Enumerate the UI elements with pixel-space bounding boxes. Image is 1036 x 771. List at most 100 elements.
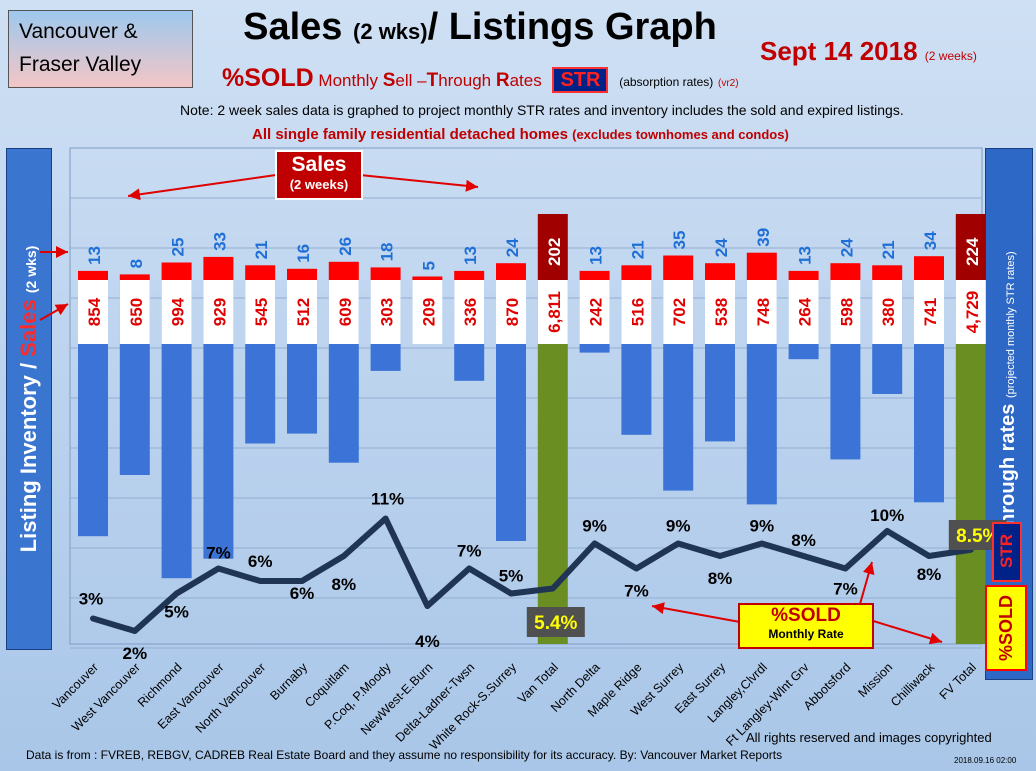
sales-callout-sub: (2 weeks): [289, 177, 349, 192]
region-line-2: Fraser Valley: [19, 53, 142, 76]
total-sold-label: 5.4%: [534, 613, 577, 634]
sold-badge-text: %SOLD: [996, 595, 1016, 662]
subtitle: %SOLD Monthly Sell –Through Rates STR (a…: [222, 64, 739, 93]
inventory-label-box: [203, 280, 234, 344]
sales-value-label: 5: [419, 261, 438, 270]
callout-arrow: [39, 303, 69, 321]
sales-bar: [705, 263, 735, 280]
sales-value-label: 13: [85, 246, 104, 265]
inventory-label-box: [914, 280, 944, 344]
sales-value-label: 26: [336, 237, 355, 256]
inventory-value-label: 598: [837, 298, 856, 326]
title-small: (2 wks): [353, 19, 428, 44]
total-sold-label: 8.5%: [956, 526, 999, 547]
note: Note: 2 week sales data is graphed to pr…: [180, 102, 904, 118]
sales-value-label: 224: [963, 237, 982, 266]
inventory-value-label: 303: [378, 298, 397, 326]
sold-line-path: [90, 515, 974, 634]
sales-bar: [914, 256, 944, 280]
sold-badge: %SOLD: [985, 585, 1027, 671]
inventory-label-box: [119, 280, 150, 344]
inventory-value-label: 380: [879, 298, 898, 326]
callout-arrow: [869, 619, 943, 645]
total-sold-box: [526, 607, 585, 637]
inventory-value-label: 264: [796, 297, 815, 326]
subtitle-r: R: [495, 70, 510, 91]
subtitle-str-badge: STR: [552, 67, 609, 93]
inventory-value-label: 336: [461, 298, 480, 326]
sales-value-label: 16: [294, 244, 313, 263]
inventory-label-box: [537, 280, 568, 344]
callout-arrow: [651, 602, 741, 623]
inventory-label-box: [454, 280, 485, 344]
sales-value-label: 24: [837, 238, 856, 257]
category-label: NewWest-E.Burn: [358, 660, 436, 738]
note-detached-main: All single family residential detached h…: [252, 126, 568, 143]
sold-value-label: 11%: [371, 490, 404, 509]
sales-value-label: 33: [210, 232, 229, 251]
sales-value-label: 8: [127, 259, 146, 268]
inventory-value-label: 870: [503, 298, 522, 326]
sales-value-label: 18: [378, 242, 397, 261]
report-date: Sept 14 2018 (2 weeks): [760, 36, 977, 67]
sales-bar: [579, 270, 610, 280]
sales-value-label: 25: [169, 238, 188, 257]
subtitle-sold: %SOLD: [222, 64, 314, 92]
inventory-value-label: 512: [294, 298, 313, 326]
subtitle-t: T: [426, 70, 439, 91]
inventory-label-box: [746, 280, 777, 344]
inventory-value-label: 702: [670, 298, 689, 326]
inventory-value-label: 929: [210, 298, 229, 326]
subtitle-absorption: (absorption rates): [619, 75, 714, 89]
sales-bar: [119, 274, 150, 280]
sales-value-label: 34: [921, 231, 940, 250]
sales-bar: [454, 270, 485, 280]
sales-callout-title: Sales: [291, 153, 347, 176]
sales-bar: [872, 265, 903, 280]
inventory-label-box: [579, 280, 610, 344]
sold-line: [90, 515, 974, 634]
sold-value-label: 4%: [415, 632, 440, 651]
title-main: Sales: [243, 6, 343, 48]
note-detached: All single family residential detached h…: [252, 126, 789, 143]
subtitle-s: S: [382, 70, 396, 91]
inventory-label-box: [287, 280, 317, 344]
inventory-value-label: 609: [336, 298, 355, 326]
inventory-label-box: [621, 280, 652, 344]
subtitle-monthly: Monthly: [318, 71, 378, 90]
sales-value-label: 202: [545, 238, 564, 266]
region-box: Vancouver & Fraser Valley: [8, 10, 193, 88]
sales-bar: [537, 214, 568, 280]
inventory-label-box: [412, 280, 443, 344]
chart-title: Sales (2 wks)/ Listings Graph: [200, 6, 760, 49]
sold-value-label: 10%: [870, 506, 904, 525]
inventory-label-box: [496, 280, 526, 344]
title-rest: / Listings Graph: [427, 6, 717, 48]
sales-value-label: 13: [796, 246, 815, 265]
sold-value-label: 6%: [248, 552, 273, 571]
callout-arrow: [359, 174, 479, 192]
str-badge: STR: [992, 522, 1022, 582]
sales-bar: [663, 255, 694, 280]
category-label: FV Total: [937, 660, 979, 702]
sold-callout-title: %SOLD: [771, 605, 841, 626]
rights-text: All rights reserved and images copyright…: [746, 730, 992, 745]
subtitle-hrough: hrough: [438, 71, 492, 90]
inventory-value-label: 650: [127, 298, 146, 326]
sales-bar: [412, 276, 443, 280]
sold-callout-sub: Monthly Rate: [768, 627, 844, 641]
sales-value-label: 13: [461, 246, 480, 265]
category-label: Delta-Ladner-Twsn: [393, 660, 478, 745]
sales-bar: [788, 270, 819, 280]
sales-bar: [78, 270, 108, 280]
sold-value-label: 8%: [332, 575, 357, 594]
date-small: (2 weeks): [924, 49, 977, 63]
sold-value-label: 7%: [833, 580, 858, 599]
inventory-label-box: [788, 280, 819, 344]
inventory-label-box: [161, 280, 192, 344]
inventory-value-label: 741: [921, 298, 940, 326]
sales-bar: [955, 214, 986, 280]
left-axis-panel: Listing Inventory / Sales (2 wks): [6, 148, 52, 650]
inventory-label-box: [78, 280, 108, 344]
